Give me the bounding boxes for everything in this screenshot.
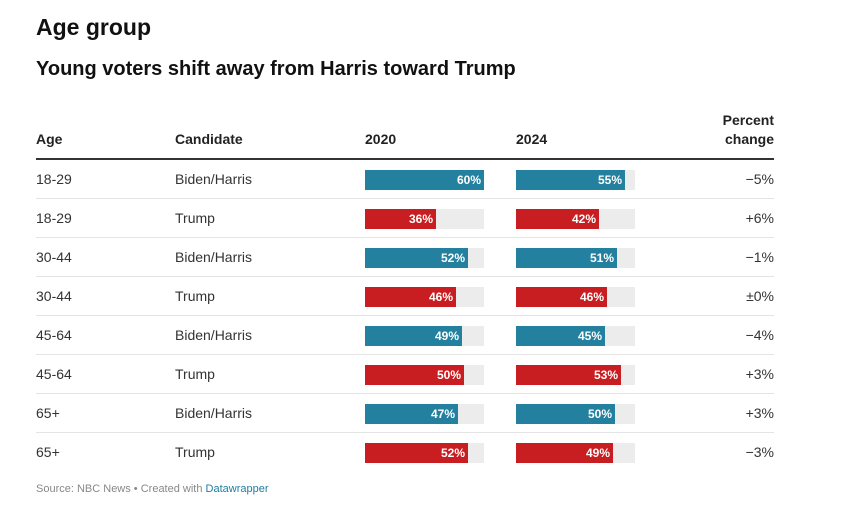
bar-2024-trump: 49% [516, 443, 613, 463]
bar-2024-trump: 42% [516, 209, 599, 229]
percent-change-cell: −4% [745, 327, 774, 343]
bar-label-2024: 45% [577, 329, 602, 343]
percent-change-cell: +3% [745, 366, 774, 382]
bar-2020-biden_harris: 60% [365, 170, 484, 190]
bar-label-2024: 55% [597, 173, 622, 187]
table-row: 65+ Trump 52% 49% −3% [36, 433, 774, 471]
percent-change-cell: −5% [745, 171, 774, 187]
header-change-line1: Percent [722, 112, 774, 128]
bar-2020-trump: 50% [365, 365, 464, 385]
chart-title: Young voters shift away from Harris towa… [36, 58, 516, 80]
bar-label-2020: 52% [440, 446, 465, 460]
table-row: 18-29 Biden/Harris 60% 55% −5% [36, 160, 774, 199]
candidate-cell: Trump [175, 444, 215, 460]
bar-label-2020: 50% [436, 368, 461, 382]
bar-2024-biden_harris: 51% [516, 248, 617, 268]
candidate-cell: Trump [175, 366, 215, 382]
bar-track-2020: 60% [365, 170, 484, 190]
bar-track-2024: 50% [516, 404, 635, 424]
bar-2020-trump: 36% [365, 209, 436, 229]
bar-track-2024: 45% [516, 326, 635, 346]
bar-label-2024: 46% [579, 290, 604, 304]
table-row: 45-64 Trump 50% 53% +3% [36, 355, 774, 394]
header-change-line2: change [724, 131, 774, 147]
bar-label-2024: 50% [587, 407, 612, 421]
table-row: 45-64 Biden/Harris 49% 45% −4% [36, 316, 774, 355]
bar-label-2020: 46% [428, 290, 453, 304]
bar-2020-biden_harris: 49% [365, 326, 462, 346]
bar-2020-biden_harris: 52% [365, 248, 468, 268]
bar-track-2020: 46% [365, 287, 484, 307]
bar-track-2024: 53% [516, 365, 635, 385]
table-row: 30-44 Trump 46% 46% ±0% [36, 277, 774, 316]
bar-label-2020: 47% [430, 407, 455, 421]
bar-label-2020: 49% [434, 329, 459, 343]
age-cell: 18-29 [36, 210, 72, 226]
bar-track-2024: 49% [516, 443, 635, 463]
source-text: Source: NBC News • Created with [36, 483, 206, 495]
results-table: Age Candidate 2020 2024 Percent change 1… [36, 110, 774, 471]
candidate-cell: Trump [175, 210, 215, 226]
bar-track-2020: 36% [365, 209, 484, 229]
bar-track-2024: 55% [516, 170, 635, 190]
table-header: Age Candidate 2020 2024 Percent change [36, 110, 774, 160]
percent-change-cell: +6% [745, 210, 774, 226]
bar-label-2020: 60% [456, 173, 481, 187]
bar-2024-trump: 46% [516, 287, 607, 307]
age-cell: 30-44 [36, 249, 72, 265]
bar-track-2020: 52% [365, 248, 484, 268]
bar-track-2024: 51% [516, 248, 635, 268]
bar-track-2020: 52% [365, 443, 484, 463]
footer: Source: NBC News • Created with Datawrap… [36, 483, 269, 495]
bar-track-2024: 46% [516, 287, 635, 307]
bar-2024-biden_harris: 50% [516, 404, 615, 424]
candidate-cell: Trump [175, 288, 215, 304]
bar-2024-trump: 53% [516, 365, 621, 385]
bar-label-2024: 53% [593, 368, 618, 382]
percent-change-cell: −1% [745, 249, 774, 265]
table-row: 30-44 Biden/Harris 52% 51% −1% [36, 238, 774, 277]
age-cell: 30-44 [36, 288, 72, 304]
age-cell: 65+ [36, 405, 60, 421]
bar-label-2024: 42% [571, 212, 596, 226]
header-2020: 2020 [365, 131, 397, 147]
candidate-cell: Biden/Harris [175, 405, 253, 421]
bar-track-2020: 47% [365, 404, 484, 424]
candidate-cell: Biden/Harris [175, 249, 253, 265]
table-row: 65+ Biden/Harris 47% 50% +3% [36, 394, 774, 433]
percent-change-cell: +3% [745, 405, 774, 421]
bar-label-2020: 36% [408, 212, 433, 226]
bar-track-2020: 50% [365, 365, 484, 385]
percent-change-cell: −3% [745, 444, 774, 460]
age-cell: 18-29 [36, 171, 72, 187]
age-cell: 45-64 [36, 366, 72, 382]
bar-2024-biden_harris: 45% [516, 326, 605, 346]
bar-label-2024: 51% [589, 251, 614, 265]
bar-2020-biden_harris: 47% [365, 404, 458, 424]
bar-track-2024: 42% [516, 209, 635, 229]
header-age: Age [36, 131, 63, 147]
table-row: 18-29 Trump 36% 42% +6% [36, 199, 774, 238]
table-body: 18-29 Biden/Harris 60% 55% −5% 18-29 Trump 36% 4… [36, 160, 774, 471]
header-candidate: Candidate [175, 131, 243, 147]
percent-change-cell: ±0% [746, 288, 774, 304]
candidate-cell: Biden/Harris [175, 171, 253, 187]
header-percent-change: Percent change [723, 111, 774, 149]
bar-track-2020: 49% [365, 326, 484, 346]
section-title: Age group [36, 14, 151, 40]
bar-2024-biden_harris: 55% [516, 170, 625, 190]
datawrapper-link[interactable]: Datawrapper [205, 483, 269, 495]
bar-label-2024: 49% [585, 446, 610, 460]
age-cell: 45-64 [36, 327, 72, 343]
bar-2020-trump: 46% [365, 287, 456, 307]
bar-label-2020: 52% [440, 251, 465, 265]
age-cell: 65+ [36, 444, 60, 460]
candidate-cell: Biden/Harris [175, 327, 253, 343]
bar-2020-trump: 52% [365, 443, 468, 463]
header-2024: 2024 [516, 131, 548, 147]
